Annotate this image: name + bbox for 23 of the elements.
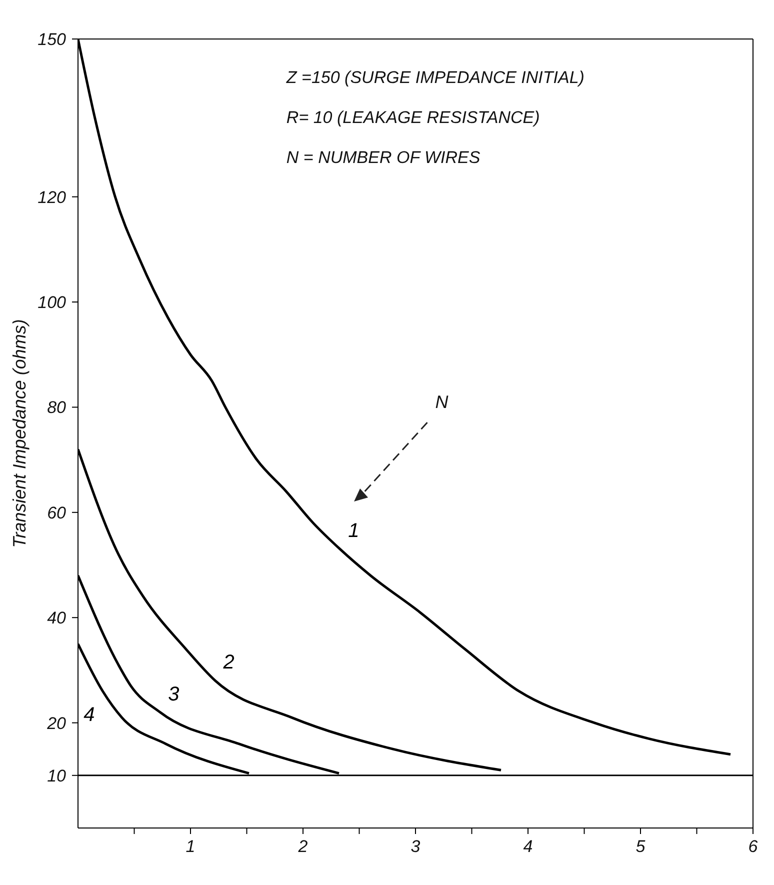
annotation: N <box>435 392 448 414</box>
y-tick-label: 80 <box>47 398 67 418</box>
x-tick-label: 4 <box>523 837 533 856</box>
annotation: N = NUMBER OF WIRES <box>286 147 482 169</box>
x-tick-label: 1 <box>186 837 196 856</box>
y-tick-label: 60 <box>47 503 67 522</box>
annotation: Z =150 (SURGE IMPEDANCE INITIAL) <box>286 67 584 89</box>
series-label: 1 <box>348 520 360 542</box>
x-tick-label: 2 <box>297 837 308 856</box>
x-tick-label: 5 <box>636 837 646 856</box>
series-label: 4 <box>84 704 95 726</box>
y-axis-title: Transient Impedance (ohms) <box>9 319 30 548</box>
x-tick-label: 3 <box>410 837 421 856</box>
y-tick-label: 10 <box>47 766 67 786</box>
y-tick-label: 120 <box>38 188 67 207</box>
y-tick-label: 20 <box>46 714 67 733</box>
x-tick-label: 6 <box>748 837 758 856</box>
series-label: 3 <box>168 683 180 706</box>
y-tick-label: 40 <box>47 608 67 628</box>
series-label: 2 <box>222 652 234 674</box>
y-tick-label: 150 <box>38 30 67 49</box>
annotation: R= 10 (LEAKAGE RESISTANCE) <box>286 107 541 129</box>
y-tick-label: 100 <box>38 293 67 312</box>
